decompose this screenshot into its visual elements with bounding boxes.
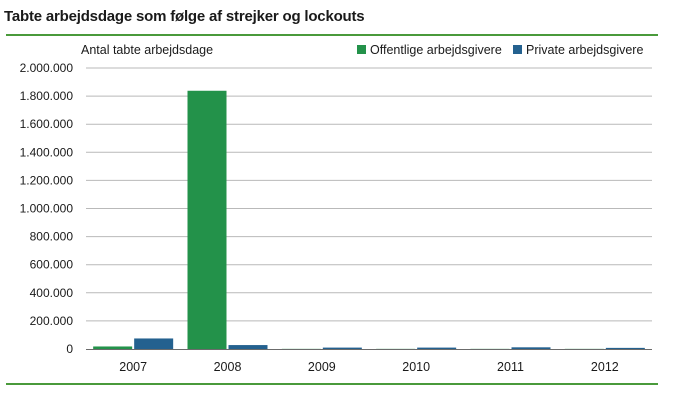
bar-private-2009 [322,347,362,349]
x-tick-label: 2011 [497,360,524,374]
bar-private-2010 [417,347,457,349]
x-tick-label: 2012 [591,360,619,374]
bar-private-2011 [511,347,551,349]
y-tick-label: 600.000 [30,258,74,272]
y-tick-label: 2.000.000 [20,61,74,75]
x-tick-label: 2010 [402,360,430,374]
y-axis-label: Antal tabte arbejdsdage [81,43,213,57]
y-tick-label: 1.000.000 [20,202,74,216]
legend: Offentlige arbejdsgivere Private arbejdsg… [357,43,643,57]
y-tick-label: 1.600.000 [20,117,74,131]
y-tick-label: 200.000 [30,314,74,328]
chart-title: Tabte arbejdsdage som følge af strejker … [4,8,365,25]
bottom-divider [6,383,658,385]
y-tick-label: 800.000 [30,230,74,244]
bar-private-2008 [228,345,268,349]
gridlines [86,67,652,322]
y-tick-label: 400.000 [30,286,74,300]
bars [93,90,645,350]
x-tick-label: 2009 [308,360,336,374]
bar-offentlige-2008 [187,90,227,350]
y-tick-labels: 0 200.000 400.000 600.000 800.000 1.000.000 1.… [20,61,74,356]
legend-swatch [357,45,366,54]
y-tick-label: 1.400.000 [20,145,74,159]
x-tick-label: 2007 [119,360,147,374]
bar-private-2012 [605,347,645,349]
x-tick-label: 2008 [214,360,242,374]
y-tick-label: 1.200.000 [20,173,74,187]
legend-swatch [513,45,522,54]
y-tick-label: 1.800.000 [20,89,74,103]
bar-offentlige-2007 [93,346,133,349]
y-tick-label: 0 [66,342,73,356]
legend-label: Private arbejdsgivere [526,43,643,57]
x-tick-labels: 2007 2008 2009 2010 2011 2012 [119,360,619,374]
title-divider [6,34,658,36]
legend-label: Offentlige arbejdsgivere [370,43,502,57]
bar-private-2007 [134,338,174,349]
